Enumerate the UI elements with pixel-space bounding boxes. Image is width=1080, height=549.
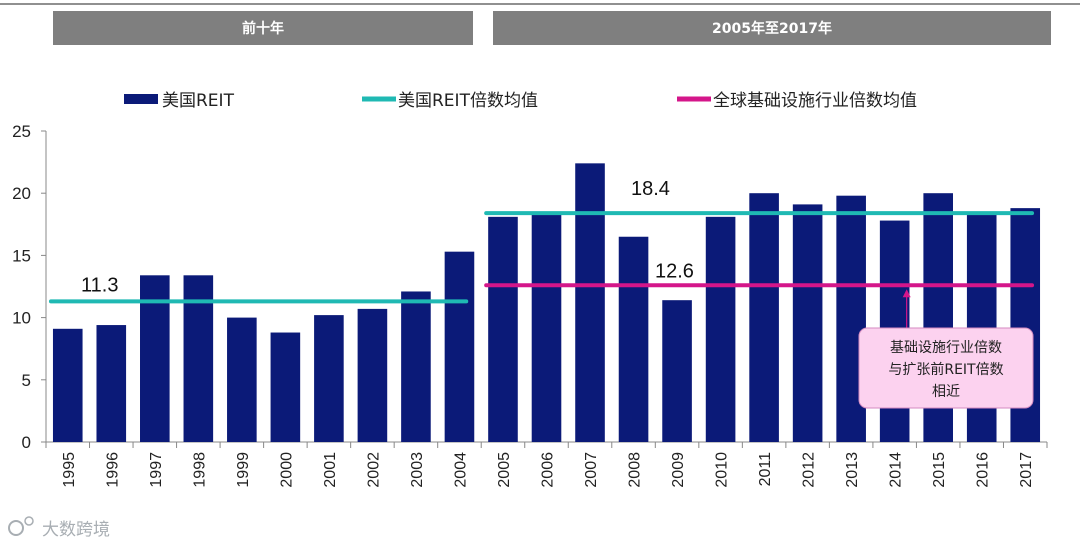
x-tick-label-2001: 2001 xyxy=(322,452,339,488)
bar-1999 xyxy=(227,317,257,442)
legend: 美国REIT 美国REIT倍数均值 全球基础设施行业倍数均值 xyxy=(124,91,917,111)
bar-2003 xyxy=(401,291,431,442)
x-tick-label-1995: 1995 xyxy=(61,452,78,488)
y-ticks: 0 5 10 15 20 25 xyxy=(12,122,46,452)
x-tick-label-2007: 2007 xyxy=(583,452,600,488)
y-tick-label-15: 15 xyxy=(12,246,31,265)
annotation: 基础设施行业倍数 与扩张前REIT倍数 相近 xyxy=(858,289,1034,409)
x-tick-label-2004: 2004 xyxy=(452,452,469,488)
annotation-line-2: 与扩张前REIT倍数 xyxy=(888,361,1003,378)
bar-2006 xyxy=(531,213,562,442)
x-tick-label-2013: 2013 xyxy=(844,452,861,488)
annotation-line-1: 基础设施行业倍数 xyxy=(890,339,1002,356)
x-tick-label-2009: 2009 xyxy=(670,452,687,488)
legend-label-reit-avg: 美国REIT倍数均值 xyxy=(398,91,538,111)
y-tick-label-10: 10 xyxy=(12,309,31,328)
x-tick-label-1998: 1998 xyxy=(191,452,208,488)
bar-2009 xyxy=(662,300,692,442)
x-tick-label-2006: 2006 xyxy=(540,452,557,488)
x-tick-label-2000: 2000 xyxy=(278,452,295,488)
x-tick-label-2011: 2011 xyxy=(757,452,774,487)
period-label-first-decade: 前十年 xyxy=(242,20,284,37)
watermark: 大数跨境 xyxy=(8,516,110,540)
x-tick-label-2014: 2014 xyxy=(888,452,905,488)
x-tick-label-2017: 2017 xyxy=(1018,452,1035,488)
bar-2000 xyxy=(270,332,301,442)
y-tick-label-5: 5 xyxy=(22,371,31,390)
avg-label-12.6: 12.6 xyxy=(655,260,694,282)
legend-label-infra-avg: 全球基础设施行业倍数均值 xyxy=(713,91,917,111)
legend-label-reit: 美国REIT xyxy=(162,91,235,111)
legend-swatch-bar xyxy=(124,94,158,104)
watermark-text: 大数跨境 xyxy=(42,520,110,540)
bar-2011 xyxy=(749,193,779,442)
annotation-arrow-head xyxy=(902,289,911,298)
bar-2008 xyxy=(618,236,649,442)
bar-2012 xyxy=(792,204,823,442)
x-tick-label-2005: 2005 xyxy=(496,452,513,488)
x-tick-label-1996: 1996 xyxy=(104,452,121,488)
bar-1995 xyxy=(52,328,83,442)
bar-2004 xyxy=(444,251,475,442)
bar-2005 xyxy=(488,216,518,442)
bar-1996 xyxy=(96,325,127,442)
x-ticks: 1995 1996 1997 1998 1999 2000 2001 2002 2003 2004… xyxy=(45,442,1048,488)
x-tick-label-1997: 1997 xyxy=(148,452,165,488)
y-tick-label-25: 25 xyxy=(12,122,31,141)
x-tick-label-2008: 2008 xyxy=(627,452,644,488)
x-tick-label-2012: 2012 xyxy=(801,452,818,488)
bar-2010 xyxy=(705,216,736,442)
annotation-line-3: 相近 xyxy=(932,384,960,400)
bar-2001 xyxy=(314,315,344,442)
x-tick-label-2016: 2016 xyxy=(975,452,992,488)
y-tick-label-20: 20 xyxy=(12,184,31,203)
period-bar-2005-2017 xyxy=(493,11,1051,45)
bar-2007 xyxy=(575,163,605,442)
x-tick-label-1999: 1999 xyxy=(235,452,252,488)
watermark-logo-icon xyxy=(8,520,24,536)
period-label-2005-2017: 2005年至2017年 xyxy=(712,20,832,37)
x-tick-label-2003: 2003 xyxy=(409,452,426,488)
annotation-box xyxy=(858,327,1034,409)
avg-label-11.3: 11.3 xyxy=(81,274,118,296)
period-bar-first-decade xyxy=(53,11,473,45)
x-tick-label-2015: 2015 xyxy=(931,452,948,488)
period-headers: 前十年 2005年至2017年 xyxy=(53,11,1051,45)
x-tick-label-2010: 2010 xyxy=(714,452,731,488)
x-tick-label-2002: 2002 xyxy=(365,452,382,488)
average-lines: 11.3 18.4 12.6 xyxy=(48,178,1035,304)
avg-label-18.4: 18.4 xyxy=(631,178,670,200)
bar-2002 xyxy=(357,308,388,442)
watermark-logo-dot xyxy=(24,516,34,526)
y-tick-label-0: 0 xyxy=(22,433,31,452)
